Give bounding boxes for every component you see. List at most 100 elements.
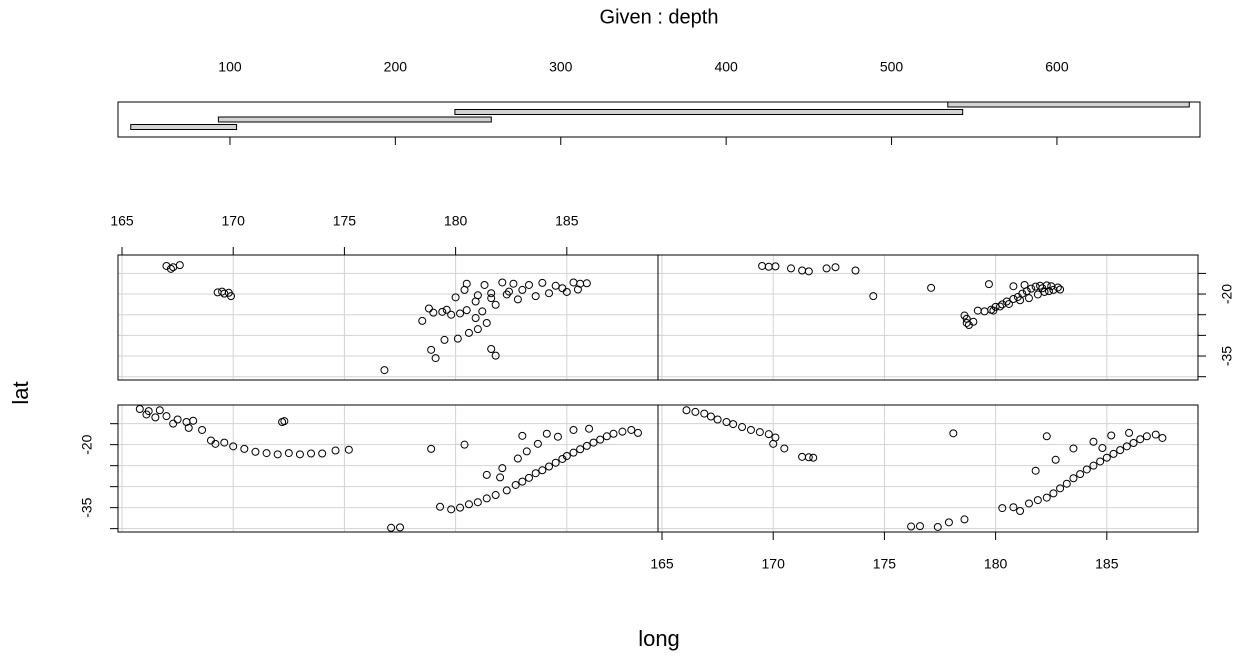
point	[618, 427, 627, 436]
point	[424, 304, 433, 313]
point	[798, 452, 807, 461]
point	[427, 444, 436, 453]
point	[1049, 489, 1058, 498]
point	[1033, 290, 1042, 299]
point	[240, 444, 249, 453]
point	[562, 452, 571, 461]
point	[1002, 297, 1011, 306]
point	[1038, 284, 1047, 293]
point	[491, 300, 500, 309]
y-axis-title: lat	[8, 381, 33, 404]
point	[585, 424, 594, 433]
point	[809, 453, 818, 462]
point	[949, 429, 958, 438]
point	[1042, 432, 1051, 441]
point	[498, 278, 507, 287]
point	[471, 314, 480, 323]
point	[562, 287, 571, 296]
point	[496, 473, 505, 482]
point	[135, 404, 144, 413]
x-tick-label: 185	[555, 213, 579, 229]
point	[226, 292, 235, 301]
point	[1116, 446, 1125, 455]
point	[262, 449, 271, 458]
point	[525, 473, 534, 482]
point	[545, 462, 554, 471]
point	[440, 335, 449, 344]
given-interval	[947, 101, 1190, 108]
point	[1102, 453, 1111, 462]
point	[738, 423, 747, 432]
point	[318, 449, 327, 458]
point	[442, 305, 451, 314]
point	[1016, 507, 1025, 516]
point	[573, 285, 582, 294]
point	[431, 354, 440, 363]
point	[396, 523, 405, 532]
point	[142, 410, 151, 419]
point	[284, 449, 293, 458]
point	[456, 309, 465, 318]
point	[553, 432, 562, 441]
point	[1053, 283, 1062, 292]
point	[1024, 499, 1033, 508]
x-tick-label: 180	[444, 213, 468, 229]
panel-frame	[657, 404, 1199, 533]
point	[436, 502, 445, 511]
point	[633, 428, 642, 437]
point	[451, 293, 460, 302]
point	[429, 308, 438, 317]
point	[1098, 444, 1107, 453]
point	[447, 505, 456, 514]
point	[418, 316, 427, 325]
point	[804, 267, 813, 276]
point	[1151, 430, 1160, 439]
panel-frame	[657, 254, 1199, 381]
point	[518, 285, 527, 294]
point	[1125, 428, 1134, 437]
point	[682, 406, 691, 415]
point	[1069, 444, 1078, 453]
point	[1089, 461, 1098, 470]
x-tick-label: 165	[650, 556, 674, 572]
point	[1051, 455, 1060, 464]
point	[545, 289, 554, 298]
point	[531, 469, 540, 478]
point	[746, 425, 755, 434]
x-tick-label: 175	[873, 556, 897, 572]
point	[582, 441, 591, 450]
point	[487, 294, 496, 303]
point	[927, 283, 936, 292]
point	[438, 307, 447, 316]
point	[542, 429, 551, 438]
x-tick-label: 180	[984, 556, 1008, 572]
x-tick-label: 165	[110, 213, 134, 229]
point	[1082, 465, 1091, 474]
point	[533, 439, 542, 448]
point	[1142, 432, 1151, 441]
point	[1009, 503, 1018, 512]
point	[700, 409, 709, 418]
point	[478, 307, 487, 316]
point	[1020, 280, 1029, 289]
point	[427, 345, 436, 354]
point	[509, 279, 518, 288]
point	[758, 261, 767, 270]
point	[169, 419, 178, 428]
point	[213, 288, 222, 297]
point	[220, 289, 229, 298]
given-interval	[217, 116, 492, 123]
point	[498, 464, 507, 473]
point	[344, 445, 353, 454]
point	[331, 446, 340, 455]
point	[211, 439, 220, 448]
point	[273, 450, 282, 459]
given-tick-label: 200	[384, 59, 408, 75]
point	[502, 290, 511, 299]
given-interval	[130, 124, 238, 130]
point	[189, 416, 198, 425]
point	[915, 522, 924, 531]
point	[462, 306, 471, 315]
point	[1027, 284, 1036, 293]
point	[1109, 449, 1118, 458]
